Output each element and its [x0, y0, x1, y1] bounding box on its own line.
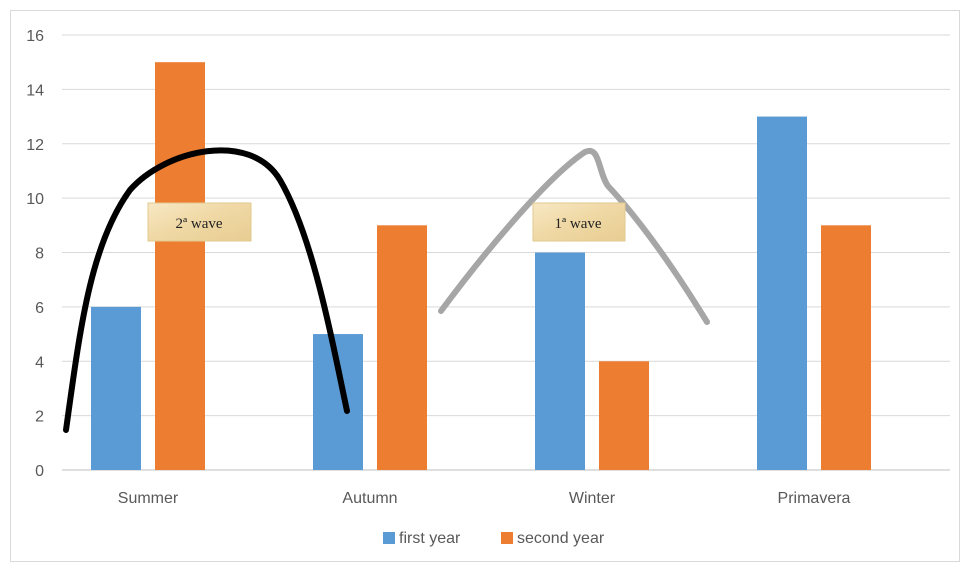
y-tick-label: 10	[26, 191, 44, 208]
first-wave-curve	[438, 147, 710, 325]
x-axis-category-labels: Summer Autumn Winter Primavera	[118, 490, 851, 507]
y-tick-label: 12	[26, 137, 44, 154]
y-tick-label: 8	[35, 246, 44, 263]
bars	[91, 62, 871, 470]
second-wave-label: 2ª wave	[175, 216, 222, 232]
y-tick-label: 2	[35, 409, 44, 426]
bar-second-year-winter	[599, 361, 649, 470]
bar-first-year-primavera	[757, 116, 807, 470]
first-wave-label-box: 1ª wave	[532, 202, 626, 242]
legend: first year second year	[383, 530, 605, 547]
bar-second-year-primavera	[821, 225, 871, 470]
legend-label: first year	[399, 530, 461, 547]
bar-second-year-summer	[155, 62, 205, 470]
category-label: Autumn	[342, 490, 397, 507]
y-tick-label: 4	[35, 354, 44, 371]
bar-first-year-summer	[91, 306, 141, 470]
second-wave-curve	[63, 147, 350, 433]
y-tick-label: 16	[26, 28, 44, 45]
legend-label: second year	[517, 530, 605, 547]
bar-second-year-autumn	[377, 225, 427, 470]
category-label: Winter	[569, 490, 616, 507]
y-tick-label: 6	[35, 300, 44, 317]
first-wave-label: 1ª wave	[554, 216, 601, 232]
legend-swatch	[501, 532, 513, 544]
second-wave-label-box: 2ª wave	[147, 202, 252, 242]
category-label: Primavera	[778, 490, 851, 507]
bar-first-year-winter	[535, 252, 585, 470]
y-axis-tick-labels: 0 2 4 6 8 10 12 14 16	[26, 28, 44, 480]
y-tick-label: 0	[35, 463, 44, 480]
category-label: Summer	[118, 490, 179, 507]
legend-swatch	[383, 532, 395, 544]
y-tick-label: 14	[26, 82, 44, 99]
